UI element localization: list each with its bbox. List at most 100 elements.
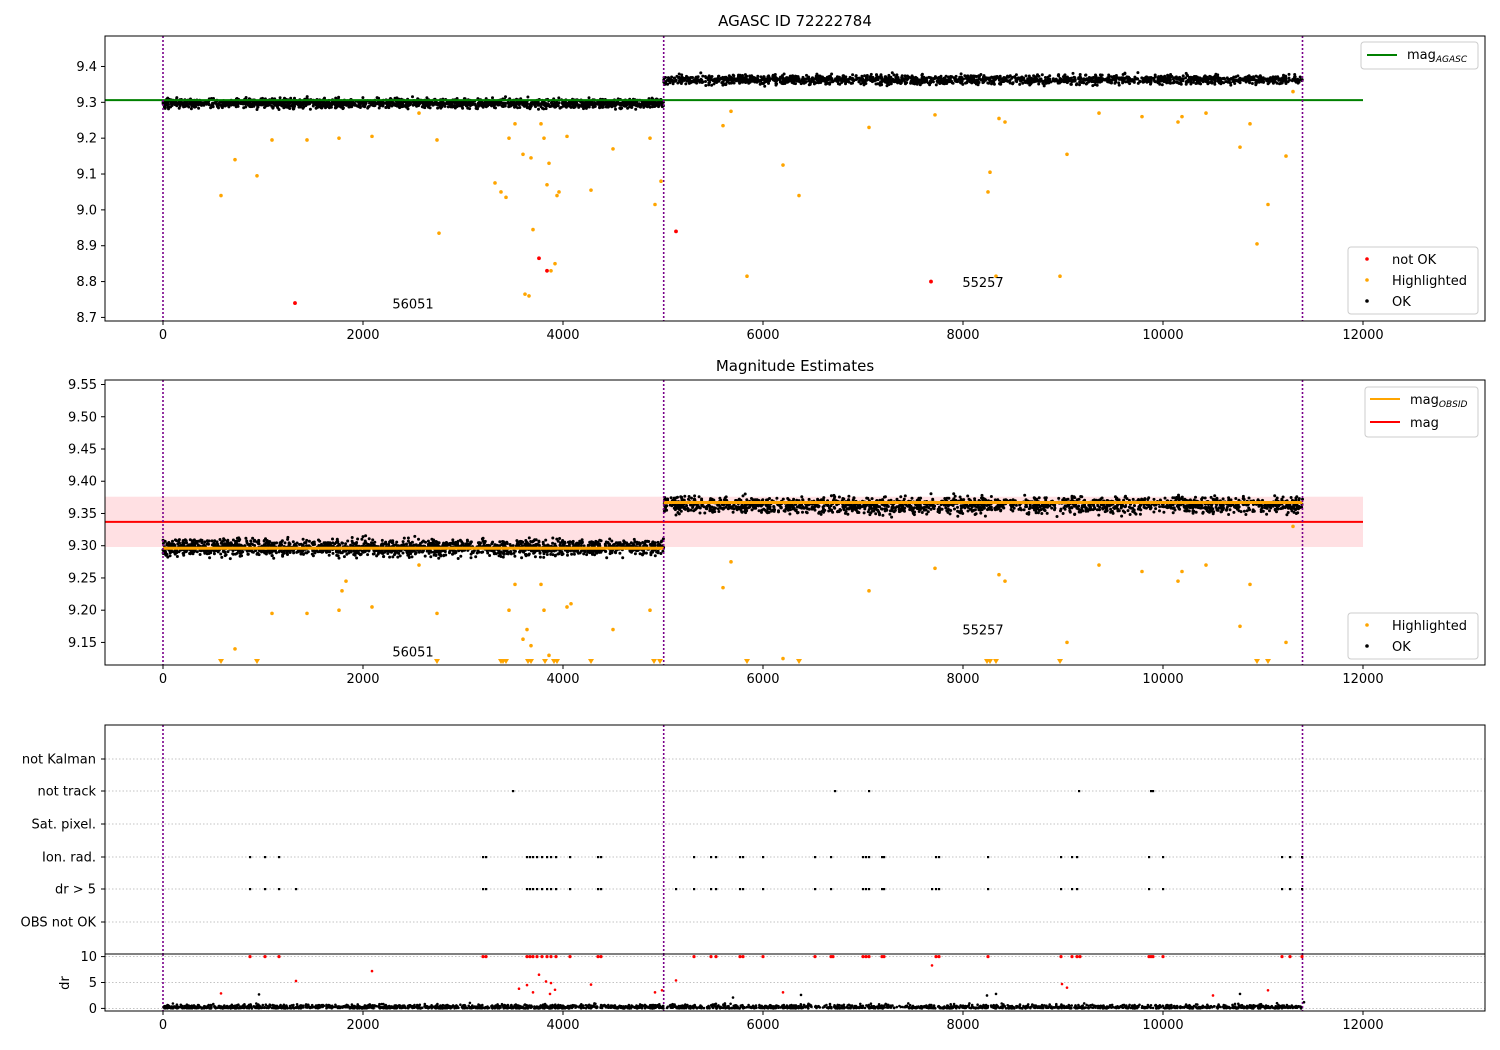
highlighted-point bbox=[542, 136, 546, 140]
ok-point bbox=[176, 101, 180, 105]
ok-point bbox=[1294, 80, 1298, 84]
ok-point bbox=[239, 102, 243, 106]
highlighted-point bbox=[521, 152, 525, 157]
ok-point bbox=[688, 76, 692, 80]
ok-point bbox=[348, 105, 352, 109]
ok-point bbox=[226, 550, 230, 554]
ok-point bbox=[710, 83, 714, 87]
ok-point bbox=[293, 96, 296, 100]
highlighted-point bbox=[435, 138, 439, 142]
ok-point bbox=[838, 77, 842, 81]
obsid-label: 56051 bbox=[392, 297, 433, 312]
ok-point bbox=[619, 103, 623, 107]
ok-point bbox=[333, 106, 337, 110]
ok-point bbox=[377, 106, 381, 110]
ok-point bbox=[704, 84, 708, 87]
legend-points: not OK Highlighted OK bbox=[1347, 246, 1479, 315]
highlighted-point bbox=[529, 156, 533, 160]
ok-point bbox=[314, 101, 318, 105]
ok-point bbox=[652, 103, 656, 107]
ok-point bbox=[1160, 83, 1164, 87]
ok-point bbox=[762, 82, 765, 85]
ok-point bbox=[544, 107, 548, 111]
ok-point bbox=[259, 100, 263, 104]
y-tick-label: 9.0 bbox=[76, 203, 97, 218]
ok-point bbox=[759, 79, 763, 83]
ok-point bbox=[171, 101, 175, 105]
ok-point bbox=[479, 541, 482, 545]
ok-point bbox=[455, 103, 458, 107]
ok-point bbox=[712, 82, 716, 86]
ok-point bbox=[1033, 79, 1037, 83]
ok-point bbox=[778, 80, 782, 84]
ok-point bbox=[367, 104, 371, 108]
ok-point bbox=[972, 79, 976, 83]
ok-point bbox=[1120, 76, 1124, 80]
highlighted-point bbox=[1238, 145, 1242, 149]
ok-point bbox=[934, 83, 938, 87]
ok-point bbox=[1072, 79, 1076, 83]
ok-point bbox=[546, 102, 550, 106]
ok-point bbox=[536, 102, 540, 106]
ok-point bbox=[1042, 84, 1046, 88]
ok-point bbox=[889, 82, 893, 86]
legend-swatch-not-ok bbox=[1365, 257, 1369, 261]
ok-point bbox=[756, 74, 760, 78]
ok-point bbox=[1010, 76, 1014, 80]
highlighted-point bbox=[1248, 122, 1252, 126]
ok-point bbox=[431, 102, 435, 106]
ok-point bbox=[1216, 79, 1220, 83]
ok-point bbox=[243, 101, 246, 105]
ok-point bbox=[656, 102, 660, 106]
ok-point bbox=[748, 76, 752, 80]
ok-point bbox=[608, 552, 612, 556]
ok-point bbox=[802, 77, 806, 81]
ok-point bbox=[896, 80, 900, 84]
ok-point bbox=[357, 552, 361, 555]
highlighted-point bbox=[1140, 114, 1144, 119]
ok-point bbox=[1262, 77, 1266, 81]
ok-point bbox=[1008, 81, 1012, 85]
ok-point bbox=[1219, 80, 1223, 83]
ok-point bbox=[558, 537, 562, 540]
ok-point bbox=[1058, 81, 1061, 85]
highlighted-point bbox=[270, 138, 274, 142]
ok-point bbox=[568, 101, 572, 104]
x-tick-label: 6000 bbox=[746, 328, 779, 343]
ok-point bbox=[1040, 79, 1043, 83]
ok-point bbox=[504, 95, 507, 99]
ok-point bbox=[717, 79, 721, 83]
ok-point bbox=[544, 538, 548, 542]
ok-point bbox=[371, 538, 375, 542]
ok-point bbox=[422, 101, 426, 105]
highlighted-point bbox=[1176, 120, 1180, 124]
legend-label-not-ok: not OK bbox=[1392, 253, 1437, 268]
ok-point bbox=[895, 73, 899, 77]
ok-point bbox=[988, 78, 992, 82]
ok-point bbox=[676, 81, 680, 85]
ok-point bbox=[356, 537, 360, 541]
ok-point bbox=[773, 75, 777, 79]
ok-point bbox=[430, 537, 434, 541]
ok-point bbox=[694, 78, 698, 82]
highlighted-point bbox=[1065, 152, 1069, 157]
x-tick-label: 10000 bbox=[1142, 328, 1183, 343]
ok-point bbox=[308, 107, 312, 111]
ok-point bbox=[277, 103, 281, 107]
ok-point bbox=[238, 554, 242, 558]
ok-point bbox=[1018, 82, 1022, 86]
ok-point bbox=[439, 106, 443, 110]
ok-point bbox=[509, 552, 513, 556]
ok-point bbox=[1017, 77, 1021, 81]
ok-point bbox=[1112, 77, 1116, 81]
ok-point bbox=[574, 101, 578, 105]
ok-point bbox=[207, 103, 211, 107]
ok-point bbox=[200, 541, 204, 545]
ok-point bbox=[448, 551, 451, 555]
ok-point bbox=[296, 101, 299, 105]
highlighted-point bbox=[611, 147, 615, 151]
ok-point bbox=[1030, 77, 1034, 81]
ok-point bbox=[491, 96, 494, 100]
ok-point bbox=[767, 81, 770, 85]
ok-point bbox=[794, 78, 798, 82]
